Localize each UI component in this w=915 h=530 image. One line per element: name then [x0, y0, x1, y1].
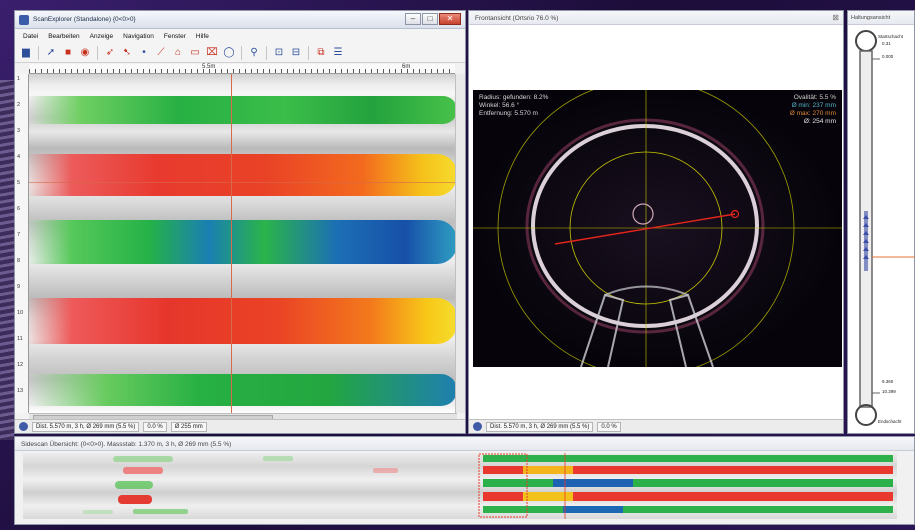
end-value-2: 10.399	[882, 389, 896, 394]
sidescan-overview[interactable]	[23, 453, 897, 519]
line-tool-icon[interactable]: ⟋	[157, 47, 165, 58]
scan-band-red	[29, 154, 457, 196]
arrow-tool-icon[interactable]: ➶	[105, 47, 115, 58]
zoom-icon[interactable]: ⚲	[250, 47, 258, 58]
crosshair-horizontal	[29, 182, 457, 183]
target-icon[interactable]: ◉	[80, 47, 90, 58]
save-icon[interactable]: ▆	[22, 47, 30, 58]
diameter-text: Ø: 254 mm	[803, 118, 836, 125]
start-value-1: 0.31	[882, 41, 891, 46]
vruler-label: 10	[17, 310, 24, 316]
scanner-icon	[473, 422, 482, 431]
front-view-title: Frontansicht (Ortsrio 76.0 %)	[475, 15, 559, 22]
crosshair-vertical[interactable]	[231, 74, 232, 413]
menu-fenster[interactable]: Fenster	[163, 32, 186, 40]
status-percent: 0.0 %	[143, 421, 167, 432]
front-view-window: Frontansicht (Ortsrio 76.0 %) ⊠	[468, 10, 844, 434]
front-status-percent: 0.0 %	[597, 421, 621, 432]
minimize-button[interactable]: –	[405, 13, 421, 25]
desktop-background	[0, 80, 14, 440]
angle-text: Winkel: 56.6 °	[479, 102, 520, 109]
vruler-label: 3	[17, 128, 21, 134]
scan-band-blue	[29, 220, 457, 264]
start-manhole-label: Startschacht	[878, 34, 904, 39]
vruler-label: 8	[17, 258, 21, 264]
measurement-info-left: Radius: gefunden: 8.2% Winkel: 56.6 ° En…	[479, 94, 548, 118]
start-value-2: 0.000	[882, 54, 894, 59]
vruler-label: 13	[17, 388, 24, 394]
vruler-label: 2	[17, 102, 21, 108]
overview-strip	[83, 453, 893, 519]
diameter-min-text: Ø min: 237 mm	[791, 102, 836, 109]
diameter-max-text: Ø max: 270 mm	[789, 110, 836, 117]
front-view-title-bar: Frontansicht (Ortsrio 76.0 %) ⊠	[469, 11, 843, 25]
menu-bearbeiten[interactable]: Bearbeiten	[48, 32, 80, 40]
vruler-label: 12	[17, 362, 24, 368]
overview-title: Sidescan Übersicht: {0<0>0}. Massstab: 1…	[21, 441, 232, 448]
menu-hilfe[interactable]: Hilfe	[195, 32, 209, 40]
ellipse-tool-icon[interactable]: ◯	[223, 47, 235, 58]
menu-bar: Datei Bearbeiten Anzeige Navigation Fens…	[15, 29, 465, 43]
scan-band-green	[29, 374, 457, 406]
horizontal-ruler: 5.5m 6m	[29, 64, 455, 74]
scan-explorer-window: ScanExplorer (Standalone) {0<0>0} – □ ✕ …	[14, 10, 466, 434]
menu-navigation[interactable]: Navigation	[123, 32, 154, 40]
front-status-distance: Dist. 5.570 m, 3 h, Ø 269 mm (5.5 %)	[486, 421, 594, 432]
vruler-label: 4	[17, 154, 21, 160]
front-status-bar: Dist. 5.570 m, 3 h, Ø 269 mm (5.5 %) 0.0…	[469, 419, 843, 433]
app-icon	[19, 15, 29, 25]
menu-anzeige[interactable]: Anzeige	[89, 32, 114, 40]
vertical-ruler: 1 2 3 4 5 6 7 8 9 10 11 12 13	[15, 74, 29, 413]
rectangle-fill-icon[interactable]: ■	[64, 47, 72, 58]
window-title: ScanExplorer (Standalone) {0<0>0}	[33, 16, 136, 23]
fit-icon[interactable]: ⊡	[274, 47, 284, 58]
scanner-icon	[19, 422, 28, 431]
toolbar: ▆ ➚ ■ ◉ ➶ ➷ • ⟋ ⌂ ▭ ⌧ ◯ ⚲ ⊡ ⊟ ⧉ ☰	[15, 43, 465, 63]
radius-found-text: Radius: gefunden: 8.2%	[479, 94, 549, 101]
vruler-label: 5	[17, 180, 21, 186]
distance-text: Entfernung: 5.570 m	[479, 110, 538, 117]
fit-2-icon[interactable]: ⊟	[291, 47, 301, 58]
menu-datei[interactable]: Datei	[23, 32, 39, 40]
status-distance: Dist. 5.570 m, 3 h, Ø 269 mm (5.5 %)	[32, 421, 140, 432]
unrolled-scan-view[interactable]	[29, 74, 457, 413]
side-panel-title-bar: Haltungsansicht	[848, 11, 914, 25]
end-manhole-label: Endschacht	[878, 419, 902, 424]
title-bar[interactable]: ScanExplorer (Standalone) {0<0>0} – □ ✕	[15, 11, 465, 29]
vruler-label: 1	[17, 76, 21, 82]
ruler-label: 6m	[402, 64, 411, 70]
point-icon[interactable]: •	[142, 47, 146, 58]
chart-icon[interactable]: ⧉	[317, 47, 325, 58]
ovality-text: Ovalität: 5.5 %	[793, 94, 836, 101]
vertical-scrollbar[interactable]	[455, 74, 465, 413]
vruler-label: 9	[17, 284, 21, 290]
close-button[interactable]: ✕	[439, 13, 461, 25]
pipe-length-diagram	[855, 30, 915, 426]
sidescan-overview-window: Sidescan Übersicht: {0<0>0}. Massstab: 1…	[14, 436, 915, 525]
polygon-icon[interactable]: ⌂	[174, 47, 182, 58]
maximize-button[interactable]: □	[422, 13, 438, 25]
vruler-label: 6	[17, 206, 21, 212]
ruler-label: 5.5m	[202, 64, 216, 70]
pointer-icon[interactable]: ➚	[46, 47, 56, 58]
end-value-1: 9.360	[882, 379, 894, 384]
pipe-front-camera-view[interactable]: Radius: gefunden: 8.2% Winkel: 56.6 ° En…	[473, 90, 842, 367]
pipe-cross-section	[473, 90, 842, 367]
pipe-overview-window: Haltungsansicht Startschacht 0.31 0.000 …	[847, 10, 915, 434]
vruler-label: 7	[17, 232, 21, 238]
scan-band-green	[29, 96, 457, 124]
rect-tool-icon[interactable]: ▭	[190, 47, 200, 58]
side-panel-title: Haltungsansicht	[851, 15, 891, 21]
frame-tool-icon[interactable]: ⌧	[206, 47, 218, 58]
arrow-tool-2-icon[interactable]: ➷	[122, 47, 132, 58]
status-bar: Dist. 5.570 m, 3 h, Ø 269 mm (5.5 %) 0.0…	[15, 419, 465, 433]
overview-title-bar: Sidescan Übersicht: {0<0>0}. Massstab: 1…	[15, 437, 914, 451]
measurement-info-right: Ovalität: 5.5 % Ø min: 237 mm Ø max: 270…	[790, 94, 836, 126]
close-icon[interactable]: ⊠	[832, 13, 839, 22]
status-diameter: Ø 255 mm	[170, 421, 207, 432]
layout-icon[interactable]: ☰	[333, 47, 343, 58]
scan-band-red	[29, 298, 457, 344]
vruler-label: 11	[17, 336, 23, 342]
